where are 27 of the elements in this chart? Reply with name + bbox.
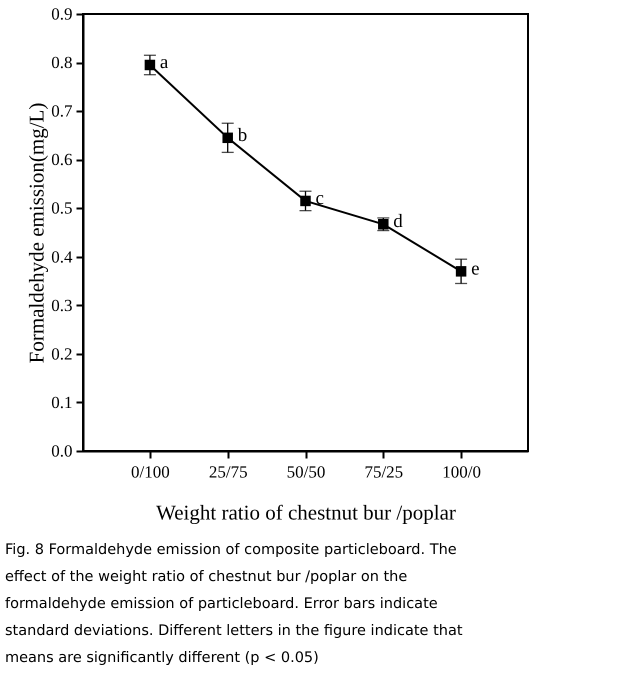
x-tick-label: 25/75 bbox=[208, 462, 248, 482]
y-tick-label: 0.2 bbox=[51, 344, 72, 364]
annotation: a bbox=[160, 52, 169, 73]
y-tick-label: 0.3 bbox=[51, 296, 72, 315]
caption: Fig. 8 Formaldehyde emission of composite particleboard. The effect of the weight ratio of chestnut bur /poplar on the formaldehyde emission of particleboard. Error bars indicate standard deviations. Different letters in the figure indicate that means are significantly different (p < 0.05) bbox=[5, 542, 463, 666]
y-tick-label: 0.4 bbox=[51, 247, 73, 266]
point bbox=[222, 132, 233, 144]
y-tick-label: 0.6 bbox=[51, 150, 72, 170]
annotation: d bbox=[393, 211, 404, 232]
x-axis-title: Weight ratio of chestnut bur /poplar bbox=[156, 500, 456, 524]
annotation: e bbox=[471, 258, 480, 280]
y-tick-label: 0.5 bbox=[51, 198, 72, 218]
x-tick-label: 100/0 bbox=[442, 462, 481, 482]
y-tick-label: 0.7 bbox=[51, 102, 73, 121]
point bbox=[144, 60, 156, 70]
annotation: c bbox=[316, 188, 324, 209]
x-tick-label: 50/50 bbox=[286, 462, 326, 482]
y-tick-label: 0.9 bbox=[51, 4, 72, 24]
x-tick-label: 0/100 bbox=[131, 462, 170, 482]
annotation: b bbox=[238, 124, 248, 146]
y-tick-label: 0.0 bbox=[51, 442, 72, 460]
y-axis-title: Formaldehyde emission(mg/L) bbox=[24, 102, 48, 364]
point bbox=[456, 266, 466, 277]
point bbox=[300, 196, 311, 206]
x-tick-label: 75/25 bbox=[364, 462, 404, 482]
y-tick-label: 0.1 bbox=[51, 392, 72, 412]
y-tick-label: 0.8 bbox=[51, 53, 72, 72]
